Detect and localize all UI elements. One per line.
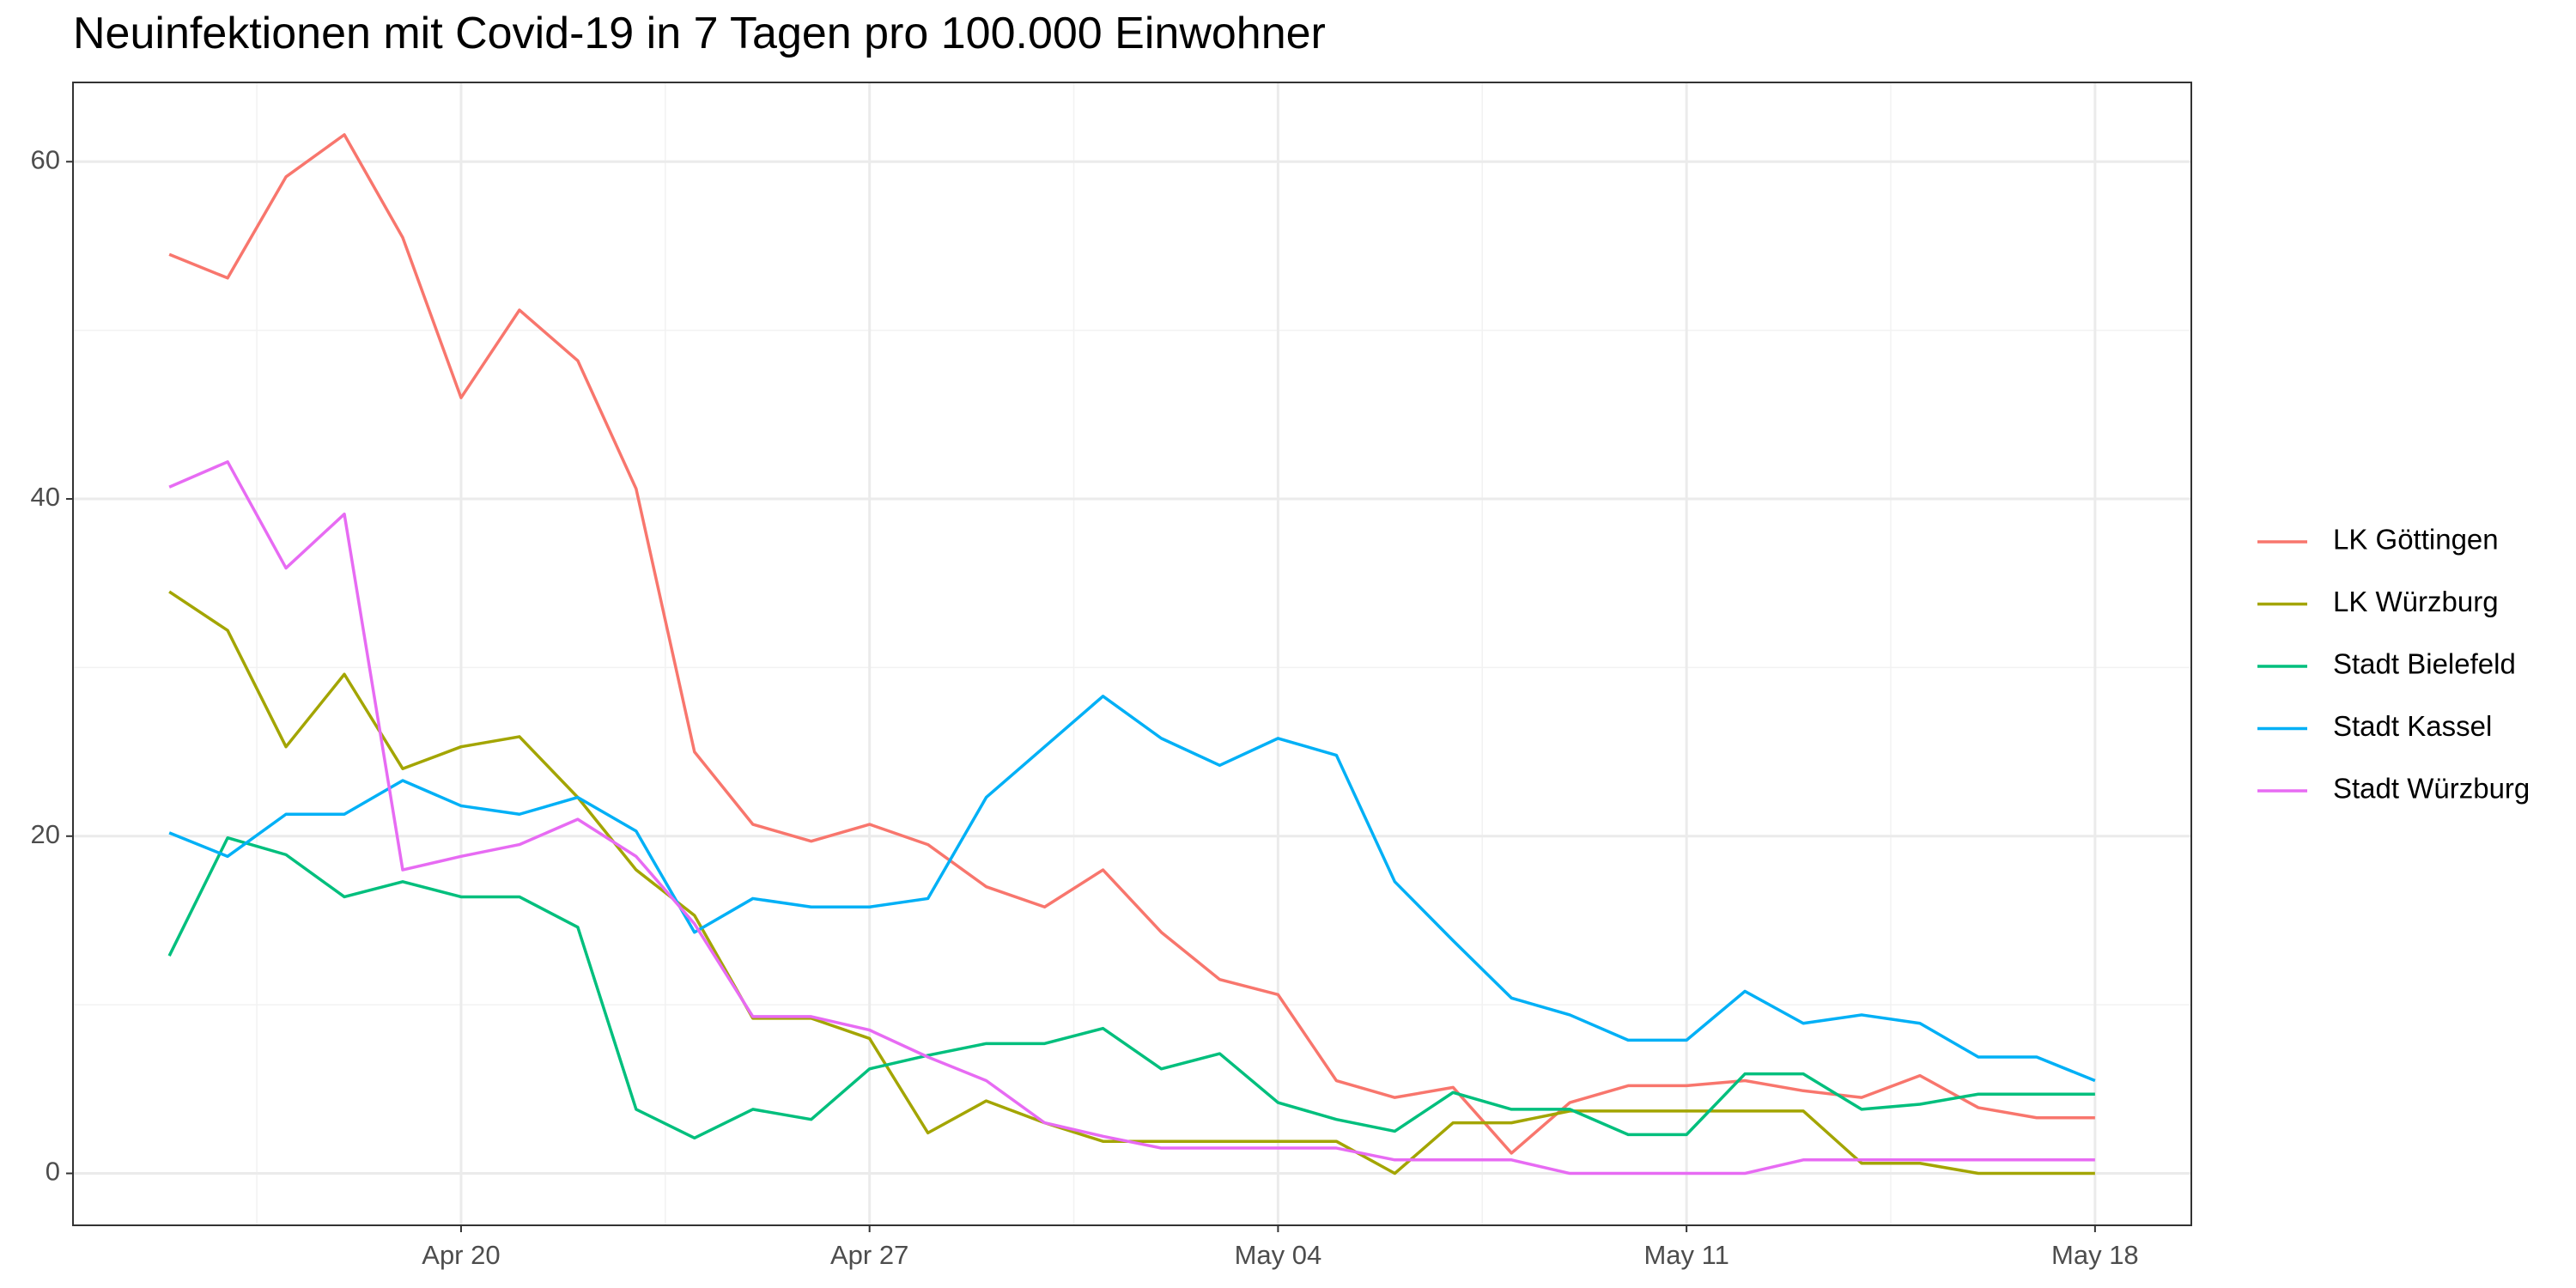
x-tick-label: Apr 20	[422, 1240, 500, 1270]
line-series	[168, 133, 2095, 1155]
legend-label: LK Göttingen	[2333, 524, 2499, 556]
x-tick-label: May 18	[2051, 1240, 2139, 1270]
panel-border	[72, 82, 2192, 1226]
line-series	[168, 695, 2096, 1083]
line-series	[167, 835, 2095, 1140]
y-tick-label: 0	[46, 1157, 60, 1187]
legend-label: LK Würzburg	[2333, 586, 2499, 617]
y-tick-label: 40	[31, 482, 60, 512]
y-tick-label: 60	[31, 144, 60, 174]
line-series	[168, 590, 2095, 1176]
x-tick-label: May 04	[1235, 1240, 1322, 1270]
x-tick-label: May 11	[1643, 1240, 1728, 1270]
legend-label: Stadt Bielefeld	[2333, 648, 2516, 680]
legend-label: Stadt Würzburg	[2333, 773, 2530, 805]
y-tick-label: 20	[31, 819, 60, 849]
line-series	[168, 460, 2095, 1176]
x-tick-label: Apr 27	[830, 1240, 908, 1270]
legend-label: Stadt Kassel	[2333, 710, 2492, 742]
chart-title: Neuinfektionen mit Covid-19 in 7 Tagen p…	[73, 9, 1326, 58]
